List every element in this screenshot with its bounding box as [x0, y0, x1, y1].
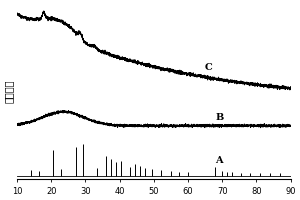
- Text: B: B: [215, 113, 223, 122]
- Text: C: C: [205, 63, 213, 72]
- Text: A: A: [215, 156, 223, 165]
- Y-axis label: 相对强度: 相对强度: [4, 80, 14, 103]
